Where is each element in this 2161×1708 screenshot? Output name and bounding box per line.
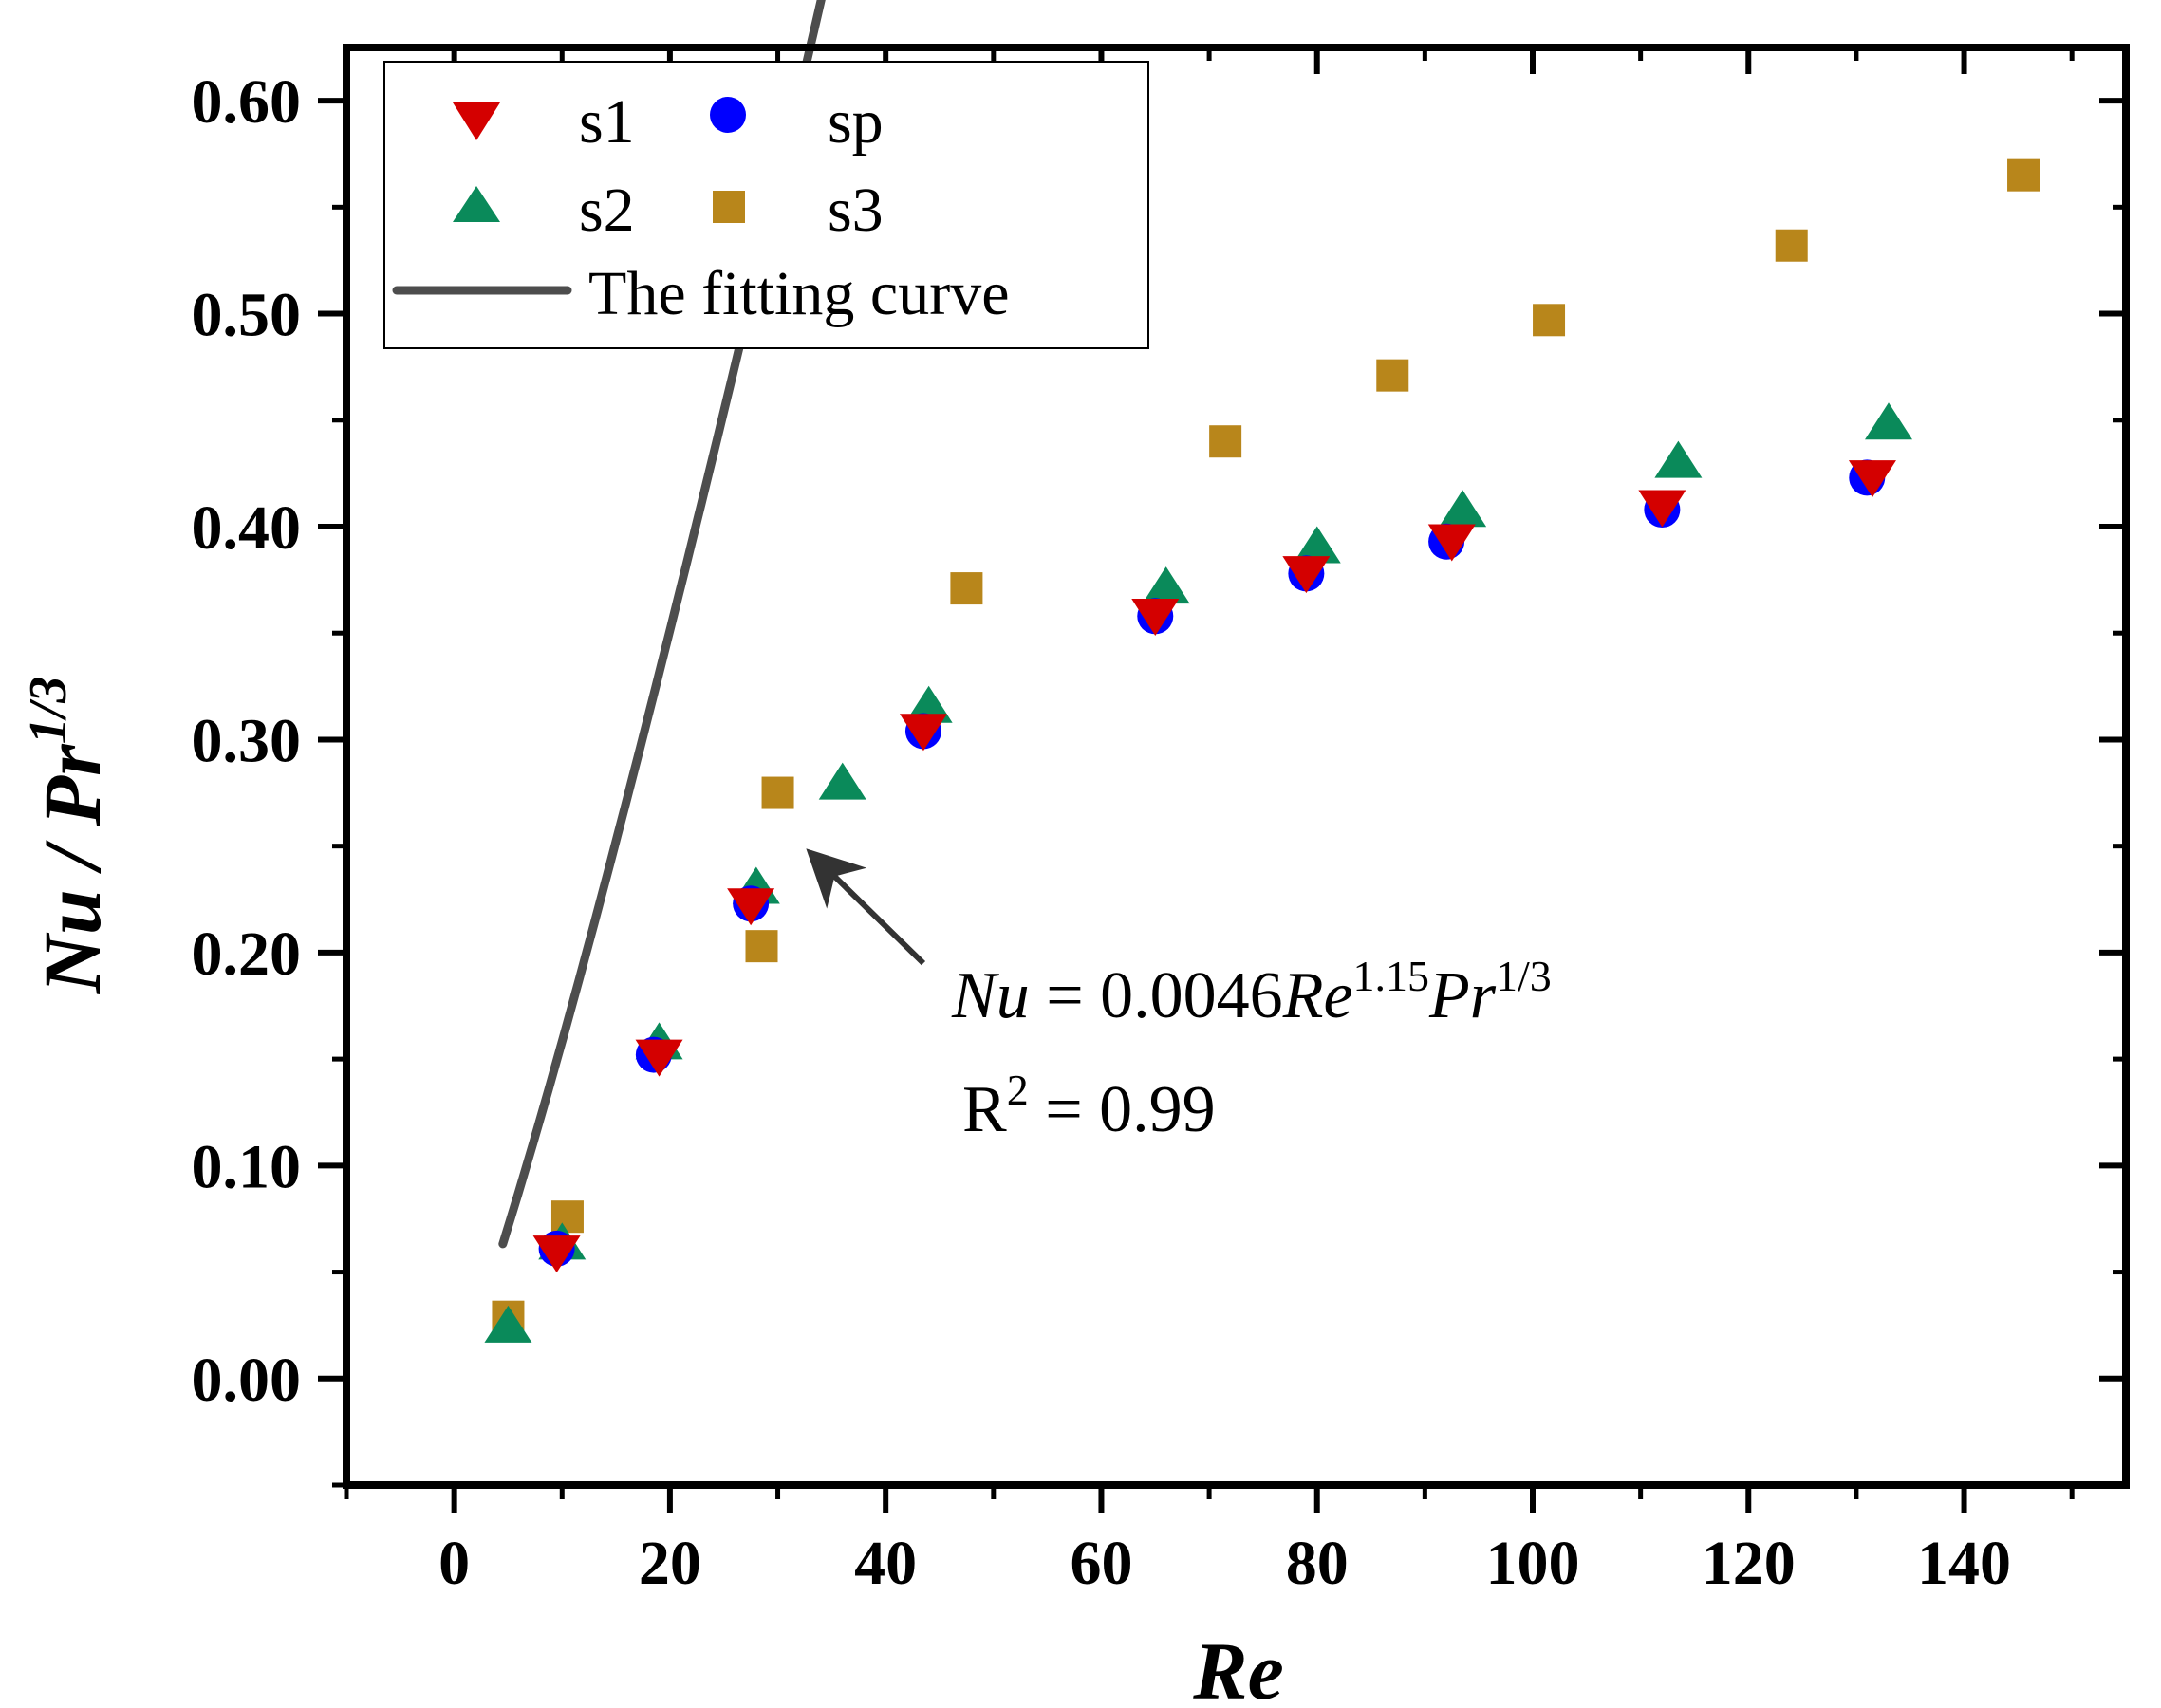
legend-label-s2: s2 (579, 176, 635, 245)
x-tick-label-100: 100 (1486, 1529, 1580, 1598)
x-tick-label-0: 0 (438, 1529, 470, 1598)
point-s1-8 (1848, 460, 1896, 498)
r2-value: = 0.99 (1029, 1073, 1216, 1146)
fit-curve-line (498, 0, 826, 1249)
y-axis-title-main: Nu / Pr (27, 743, 118, 994)
y-tick-label-5: 0.50 (192, 281, 302, 350)
legend-marker-s2 (453, 186, 500, 222)
r-squared: R2 = 0.99 (962, 1066, 1216, 1146)
legend-label-fit: The fitting curve (588, 259, 1010, 328)
y-tick-label-3: 0.30 (192, 706, 302, 775)
r2-exponent: 2 (1007, 1066, 1029, 1114)
legend-label-s3: s3 (828, 176, 884, 245)
point-s3-3 (761, 776, 794, 809)
point-s1-1 (635, 1039, 683, 1077)
point-s1-4 (1131, 599, 1180, 637)
point-s3-7 (1533, 304, 1566, 337)
point-s1-6 (1427, 524, 1476, 562)
axis-tick-labels: 0 20 40 60 80 100 120 140 0.00 0.10 0.20 0.30 0.40 0.… (192, 67, 2012, 1598)
point-s3-8 (1775, 229, 1808, 262)
point-s2-10 (1865, 402, 1912, 440)
legend-label-s1: s1 (579, 87, 635, 157)
y-tick-label-6: 0.60 (192, 67, 302, 137)
series-s1 (532, 460, 1896, 1273)
fit-curve-layer (498, 0, 826, 1249)
y-tick-label-1: 0.10 (192, 1132, 302, 1201)
point-s2-5 (904, 685, 953, 723)
point-s1-0 (532, 1235, 581, 1273)
legend-marker-sp (710, 97, 746, 133)
x-axis-title: Re (1192, 1625, 1284, 1708)
equation-re-exponent: 1.15 (1353, 952, 1430, 1000)
y-tick-label-4: 0.40 (192, 493, 302, 563)
fit-annotation: Nu = 0.0046Re1.15Pr1/3 R2 = 0.99 (806, 848, 1552, 1146)
point-s1-5 (1282, 556, 1331, 594)
point-s1-3 (899, 714, 947, 752)
point-s3-5 (1209, 425, 1242, 458)
x-tick-label-80: 80 (1286, 1529, 1349, 1598)
r2-letter: R (962, 1073, 1007, 1146)
equation-pr-exponent: 1/3 (1496, 952, 1552, 1000)
x-tick-label-20: 20 (639, 1529, 701, 1598)
legend-box (383, 61, 1149, 349)
x-tick-label-60: 60 (1070, 1529, 1132, 1598)
legend-label-sp: sp (828, 87, 884, 157)
point-s3-9 (2007, 158, 2040, 192)
point-s3-2 (745, 930, 778, 963)
point-s3-4 (950, 572, 983, 605)
point-s1-2 (727, 888, 775, 926)
annotation-arrow (806, 848, 926, 966)
fit-equation: Nu = 0.0046Re1.15Pr1/3 (951, 952, 1552, 1032)
legend: s1 sp s2 s3 The fitting curve (383, 61, 1149, 349)
y-tick-label-0: 0.00 (192, 1346, 302, 1415)
point-s2-4 (818, 762, 866, 800)
x-tick-label-40: 40 (854, 1529, 917, 1598)
point-s2-8 (1439, 490, 1487, 528)
plot-frame (343, 44, 2130, 1489)
x-tick-label-120: 120 (1702, 1529, 1796, 1598)
point-s3-1 (550, 1200, 584, 1234)
y-axis-title: Nu / Pr1/3 (19, 677, 118, 994)
point-s1-7 (1638, 490, 1686, 528)
series-s3 (492, 158, 2040, 1333)
point-s2-0 (484, 1305, 532, 1343)
legend-marker-s3 (713, 191, 745, 223)
x-tick-label-140: 140 (1917, 1529, 2011, 1598)
equation-pr: Pr (1428, 959, 1497, 1032)
equation-coefficient: = 0.0046 (1030, 959, 1283, 1032)
point-s3-6 (1376, 359, 1409, 392)
data-points (484, 158, 2040, 1343)
y-axis-title-exponent: 1/3 (19, 677, 78, 745)
point-s2-7 (1293, 526, 1341, 564)
equation-nu: Nu (951, 959, 1030, 1032)
point-s2-9 (1654, 440, 1703, 478)
y-tick-label-2: 0.20 (192, 919, 302, 989)
legend-marker-s1 (453, 102, 500, 140)
equation-re: Re (1282, 959, 1353, 1032)
point-s2-6 (1142, 566, 1190, 604)
